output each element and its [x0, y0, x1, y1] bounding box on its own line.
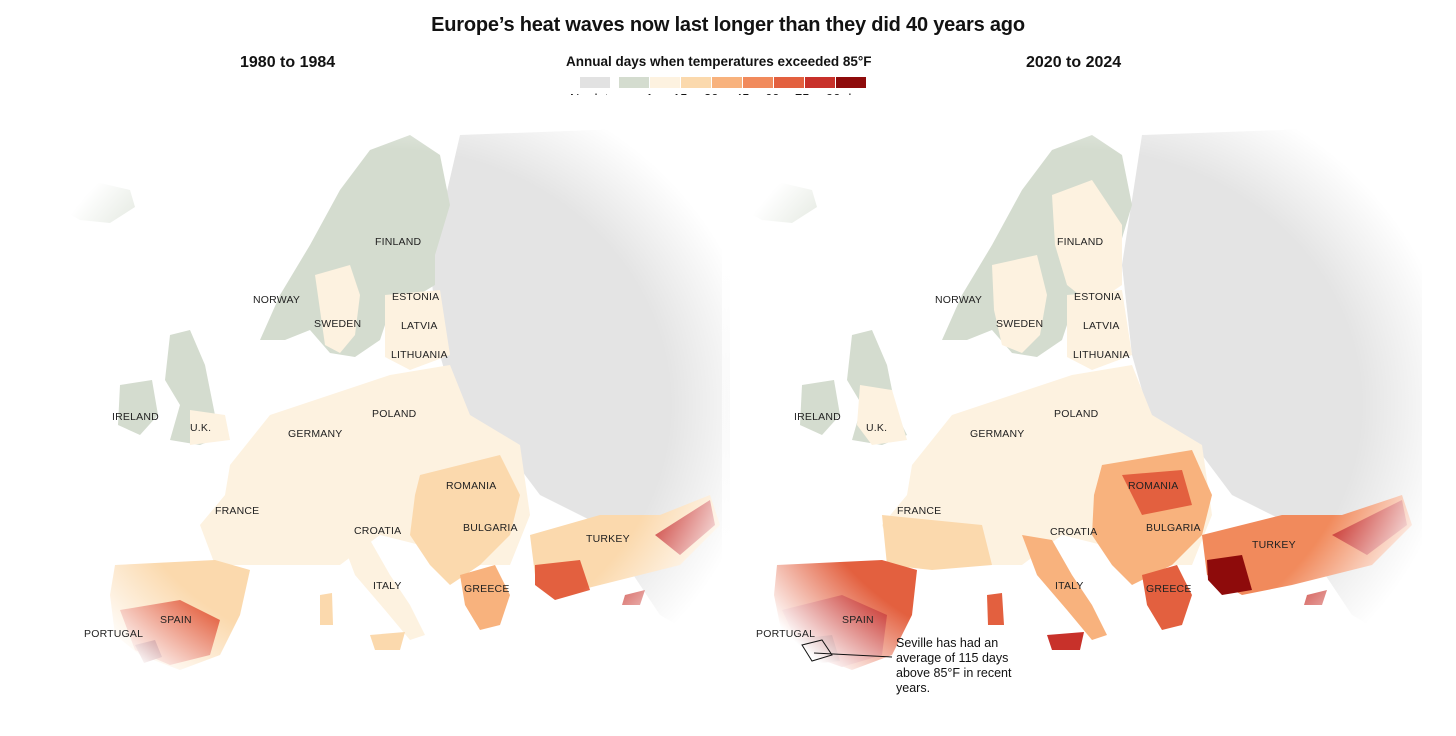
label-romania: ROMANIA: [1128, 480, 1178, 492]
label-norway: NORWAY: [253, 294, 300, 306]
label-france: FRANCE: [215, 505, 259, 517]
label-ireland: IRELAND: [794, 411, 841, 423]
legend-swatch-30-45: [712, 77, 742, 88]
label-france: FRANCE: [897, 505, 941, 517]
panel-title-left: 1980 to 1984: [240, 54, 336, 71]
label-spain: SPAIN: [160, 614, 192, 626]
label-finland: FINLAND: [375, 236, 422, 248]
panel-title-right: 2020 to 2024: [1026, 54, 1122, 71]
seville-leader-line: [813, 652, 893, 658]
label-latvia: LATVIA: [401, 320, 438, 332]
label-turkey: TURKEY: [586, 533, 630, 545]
label-italy: ITALY: [1055, 580, 1084, 592]
label-italy: ITALY: [373, 580, 402, 592]
label-lithuania: LITHUANIA: [391, 349, 448, 361]
map-1980-1984: FINLAND NORWAY ESTONIA SWEDEN LATVIA LIT…: [40, 95, 730, 715]
label-ireland: IRELAND: [112, 411, 159, 423]
label-finland: FINLAND: [1057, 236, 1104, 248]
label-bulgaria: BULGARIA: [463, 522, 518, 534]
label-estonia: ESTONIA: [1074, 291, 1121, 303]
legend-swatch-no-data: [580, 77, 610, 88]
label-germany: GERMANY: [288, 428, 343, 440]
label-sweden: SWEDEN: [996, 318, 1043, 330]
label-bulgaria: BULGARIA: [1146, 522, 1201, 534]
legend-swatch-15-30: [681, 77, 711, 88]
label-poland: POLAND: [372, 408, 417, 420]
label-spain: SPAIN: [842, 614, 874, 626]
seville-outline: [801, 639, 833, 662]
label-germany: GERMANY: [970, 428, 1025, 440]
label-turkey: TURKEY: [1252, 539, 1296, 551]
label-croatia: CROATIA: [1050, 526, 1097, 538]
label-romania: ROMANIA: [446, 480, 496, 492]
label-norway: NORWAY: [935, 294, 982, 306]
chart-title: Europe’s heat waves now last longer than…: [431, 14, 1025, 36]
map-fade-overlay: [40, 95, 730, 715]
label-sweden: SWEDEN: [314, 318, 361, 330]
legend-swatch-60-75: [774, 77, 804, 88]
map-2020-2024: FINLAND NORWAY ESTONIA SWEDEN LATVIA LIT…: [722, 95, 1422, 715]
legend-swatch-1-15: [650, 77, 680, 88]
label-portugal: PORTUGAL: [84, 628, 143, 640]
label-uk: U.K.: [190, 422, 211, 434]
label-croatia: CROATIA: [354, 525, 401, 537]
label-latvia: LATVIA: [1083, 320, 1120, 332]
label-poland: POLAND: [1054, 408, 1099, 420]
legend-swatch-75-90: [805, 77, 835, 88]
legend-swatch-90-plus: [836, 77, 866, 88]
label-estonia: ESTONIA: [392, 291, 439, 303]
legend-title: Annual days when temperatures exceeded 8…: [566, 54, 872, 69]
label-portugal: PORTUGAL: [756, 628, 815, 640]
legend-swatch-0-1: [619, 77, 649, 88]
seville-annotation: Seville has had an average of 115 days a…: [896, 636, 1012, 695]
map-fade-overlay: [722, 95, 1422, 715]
label-greece: GREECE: [1146, 583, 1192, 595]
label-lithuania: LITHUANIA: [1073, 349, 1130, 361]
legend-swatch-45-60: [743, 77, 773, 88]
label-uk: U.K.: [866, 422, 887, 434]
label-greece: GREECE: [464, 583, 510, 595]
